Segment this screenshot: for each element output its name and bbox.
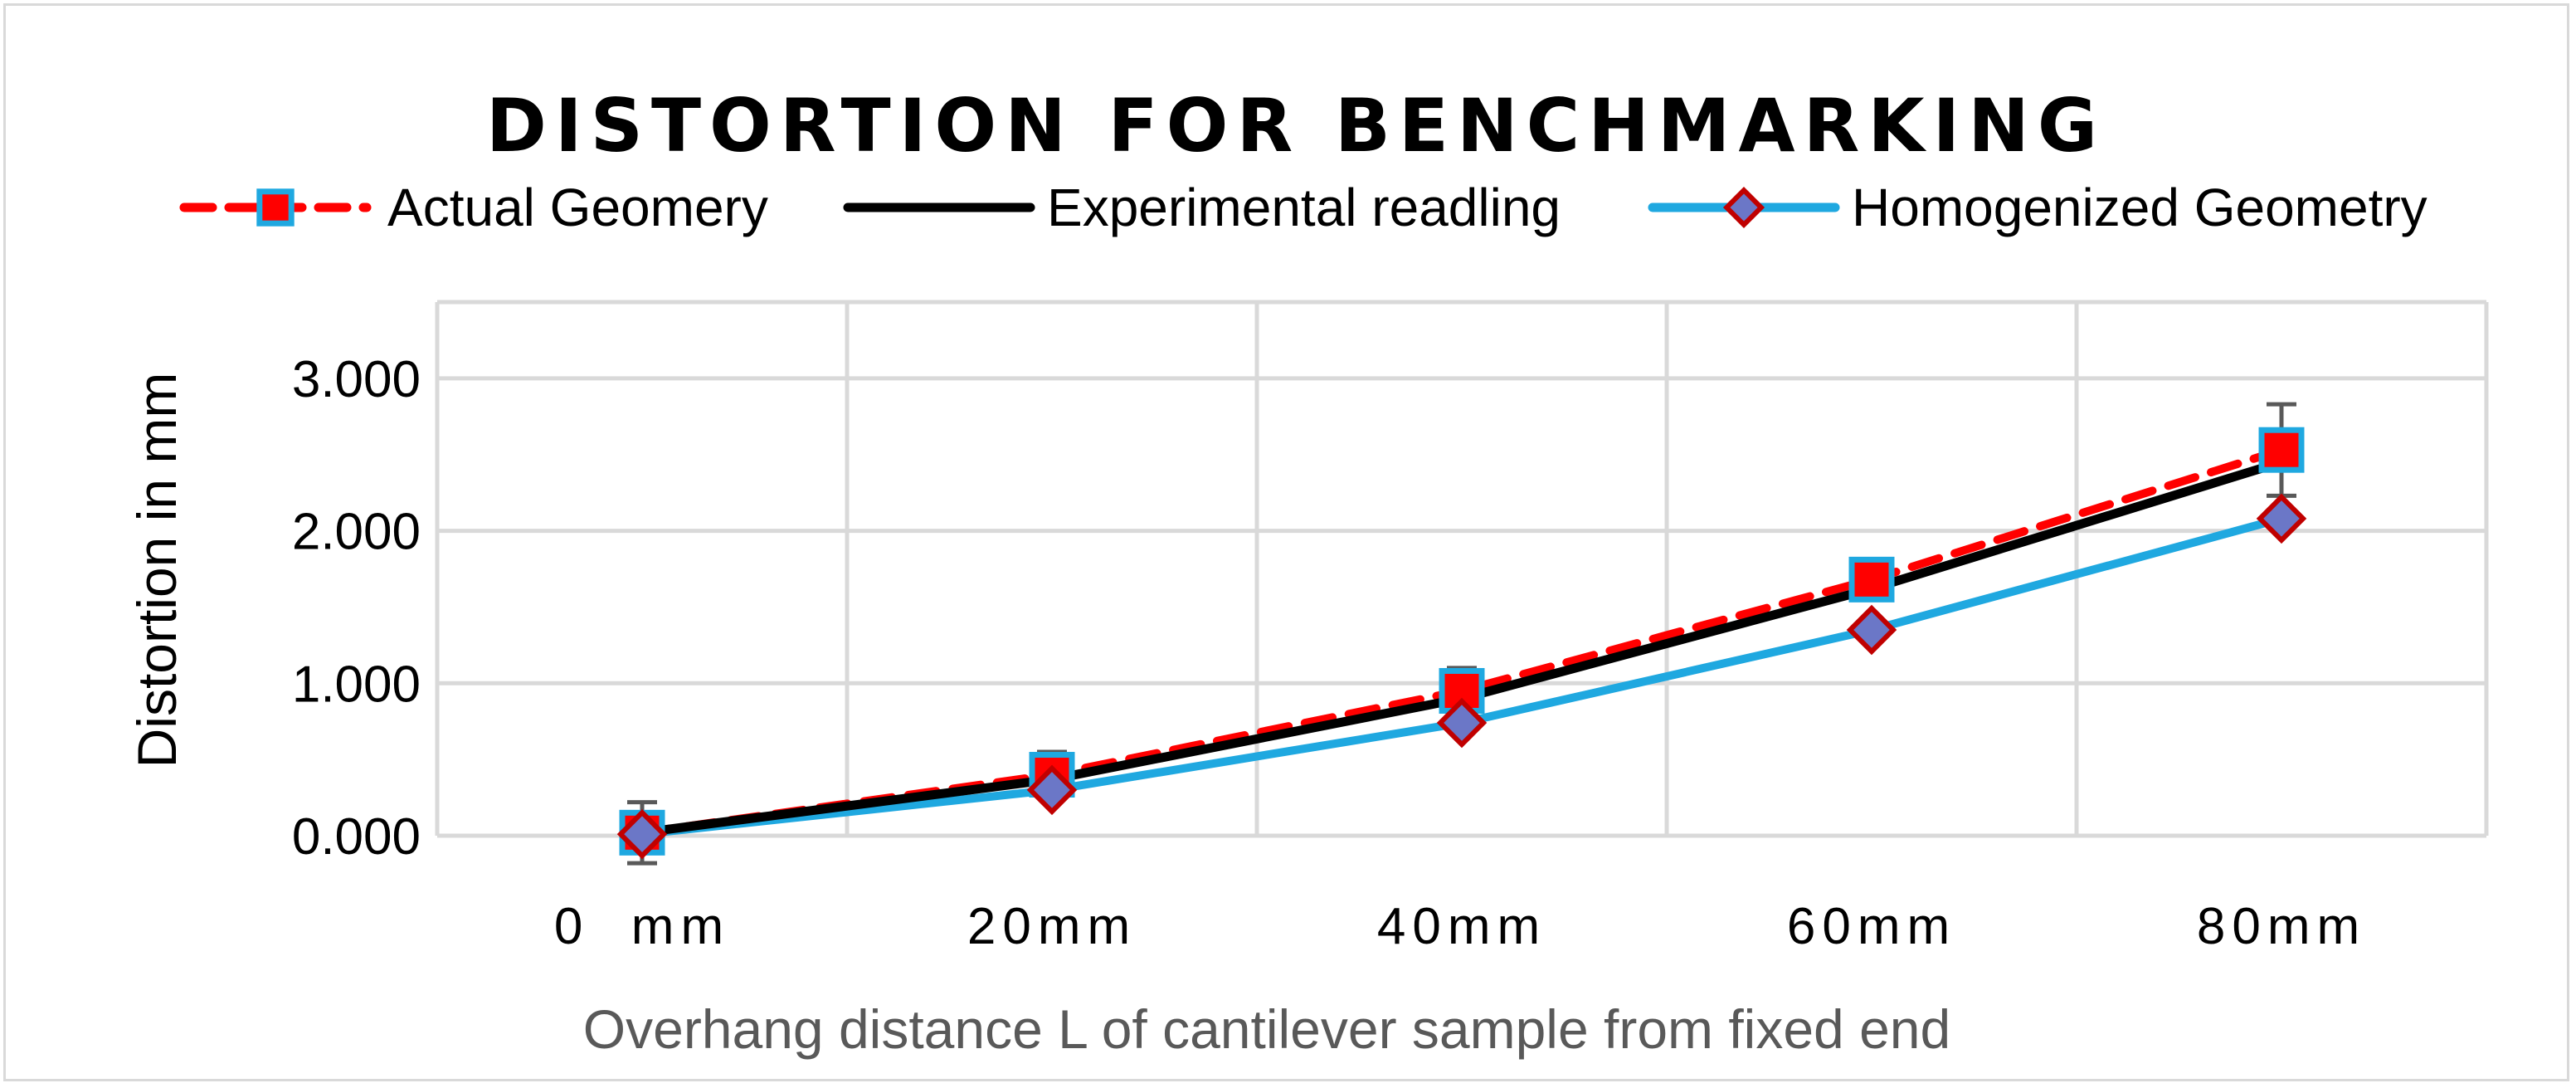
diamond-marker	[2256, 493, 2307, 544]
square-marker	[1848, 556, 1895, 603]
diamond-marker	[1846, 604, 1897, 656]
legend-item: Homogenized Geometry	[1648, 178, 2427, 237]
y-tick-label: 0.000	[292, 808, 421, 866]
diamond-marker	[1026, 764, 1078, 816]
y-tick-label: 2.000	[292, 504, 421, 561]
x-tick-label: 80mm	[2197, 898, 2366, 955]
error-bars	[627, 402, 2296, 866]
x-tick-label: 20mm	[967, 898, 1137, 955]
legend-label: Actual Geomery	[387, 178, 768, 237]
series-layer	[616, 402, 2307, 866]
chart-frame: DISTORTION FOR BENCHMARKING Actual Geome…	[3, 3, 2569, 1081]
y-tick-label: 3.000	[292, 351, 421, 408]
gridlines	[435, 300, 2489, 838]
y-tick-labels: 0.000 1.000 2.000 3.000	[292, 351, 421, 866]
legend-item: Actual Geomery	[179, 178, 768, 237]
diamond-marker	[1722, 186, 1765, 229]
chart-title: DISTORTION FOR BENCHMARKING	[486, 83, 2106, 168]
legend-label: Homogenized Geometry	[1852, 178, 2427, 237]
x-axis-label: Overhang distance L of cantilever sample…	[583, 998, 1950, 1060]
legend: Actual Geomery Experimental readling Homog…	[179, 178, 2427, 237]
series-1	[637, 457, 2286, 837]
series-line	[638, 446, 2286, 837]
series-line	[637, 457, 2286, 837]
legend-item: Experimental readling	[843, 178, 1561, 237]
y-tick-label: 1.000	[292, 656, 421, 713]
x-tick-label: 0 mm	[554, 898, 730, 955]
diamond-marker	[616, 808, 668, 860]
y-axis-label: Distortion in mm	[126, 373, 187, 768]
legend-label: Experimental readling	[1047, 178, 1561, 237]
x-tick-label: 60mm	[1787, 898, 1956, 955]
square-marker	[2258, 427, 2305, 473]
markers-0	[619, 427, 2305, 856]
chart: DISTORTION FOR BENCHMARKING Actual Geome…	[126, 83, 2489, 1060]
diamond-marker	[1436, 697, 1488, 749]
markers-2	[616, 493, 2307, 860]
square-marker	[256, 188, 295, 227]
series-0	[638, 446, 2286, 837]
x-tick-labels: 0 mm 20mm 40mm 60mm 80mm	[554, 898, 2366, 955]
x-tick-label: 40mm	[1377, 898, 1546, 955]
